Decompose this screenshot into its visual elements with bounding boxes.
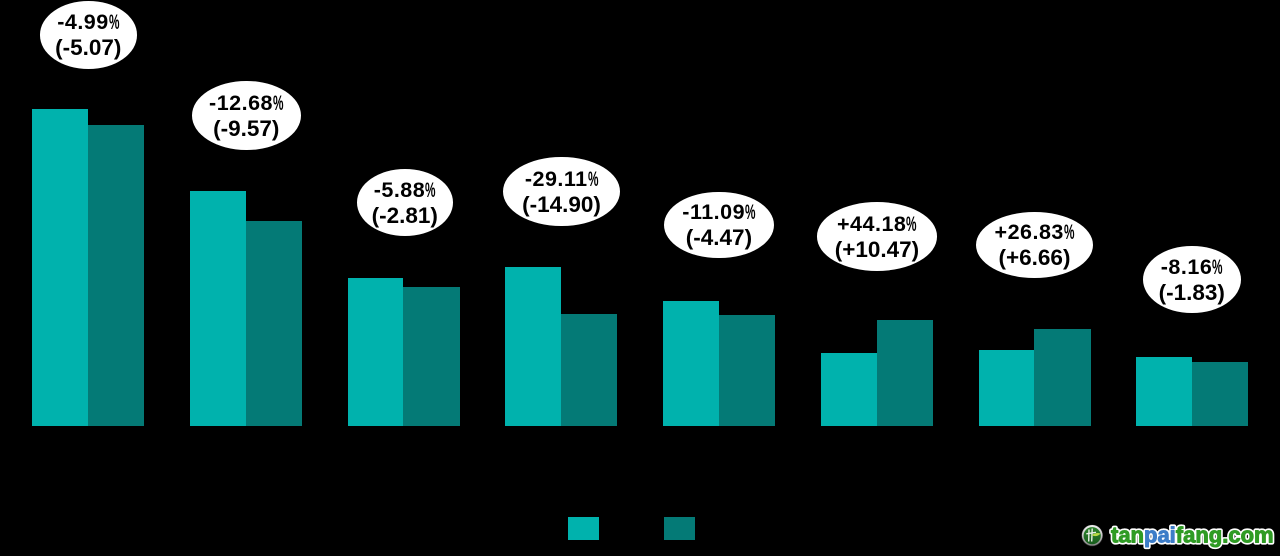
svg-text:tanpaifang.com: tanpaifang.com <box>1111 522 1274 547</box>
svg-text:tanpaifang.com: tanpaifang.com <box>1111 522 1274 547</box>
